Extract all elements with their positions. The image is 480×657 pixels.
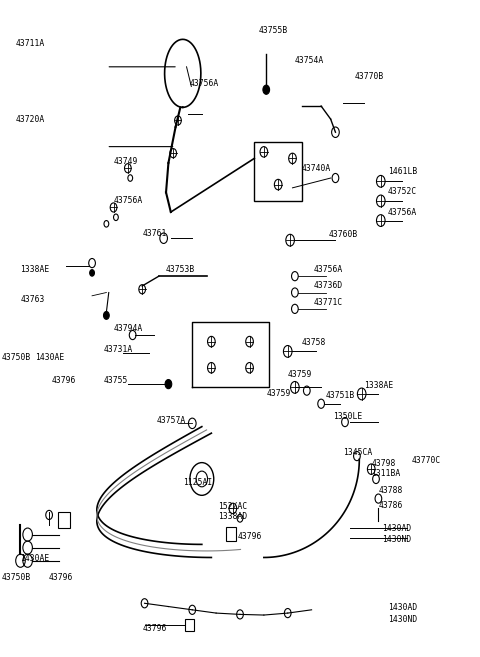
Text: 43759: 43759 xyxy=(288,370,312,379)
Text: 1430AE: 1430AE xyxy=(21,555,50,563)
Text: 43796: 43796 xyxy=(51,376,76,386)
Circle shape xyxy=(165,380,172,389)
Text: 43752C: 43752C xyxy=(388,187,417,196)
Text: 43740A: 43740A xyxy=(302,164,331,173)
Text: 1430ND: 1430ND xyxy=(388,615,417,624)
Text: 43794A: 43794A xyxy=(114,324,143,333)
Text: 1430ND: 1430ND xyxy=(382,535,411,543)
Text: 43711A: 43711A xyxy=(16,39,45,49)
Text: 43736D: 43736D xyxy=(314,281,343,290)
Text: 43720A: 43720A xyxy=(16,115,45,124)
Text: 43760B: 43760B xyxy=(328,231,358,239)
Text: 1430AD: 1430AD xyxy=(388,603,417,612)
Text: 43786: 43786 xyxy=(378,501,403,510)
Text: 43770B: 43770B xyxy=(355,72,384,81)
Text: 43731A: 43731A xyxy=(104,345,133,354)
Text: 1311BA: 1311BA xyxy=(371,469,400,478)
Text: 43757A: 43757A xyxy=(156,416,186,424)
Text: 43770C: 43770C xyxy=(412,456,441,465)
Text: 1350LE: 1350LE xyxy=(333,413,362,421)
Text: 43796: 43796 xyxy=(238,532,262,541)
Text: 43761: 43761 xyxy=(142,229,167,238)
Text: 43756A: 43756A xyxy=(190,79,219,87)
Text: 43749: 43749 xyxy=(114,157,138,166)
Text: 1345CA: 1345CA xyxy=(343,448,372,457)
Text: 1338AE: 1338AE xyxy=(21,265,50,274)
Text: 1125AI: 1125AI xyxy=(183,478,212,487)
Bar xyxy=(185,619,194,631)
Text: 43788: 43788 xyxy=(378,486,403,495)
Text: 43759: 43759 xyxy=(266,390,290,398)
Circle shape xyxy=(90,269,95,276)
Text: 43756A: 43756A xyxy=(314,265,343,274)
Text: 43753B: 43753B xyxy=(166,265,195,274)
Text: 43798: 43798 xyxy=(371,459,396,468)
Text: 43750B: 43750B xyxy=(1,353,31,363)
Bar xyxy=(254,142,302,201)
Circle shape xyxy=(104,311,109,319)
Bar xyxy=(58,512,70,528)
Text: 1461LB: 1461LB xyxy=(388,167,417,176)
Text: 1430AD: 1430AD xyxy=(382,524,411,533)
Text: 43763: 43763 xyxy=(21,294,45,304)
Text: 43756A: 43756A xyxy=(388,208,417,217)
Bar xyxy=(226,527,236,541)
Circle shape xyxy=(263,85,270,95)
Text: 1338AE: 1338AE xyxy=(364,381,393,390)
Text: 43758: 43758 xyxy=(302,338,326,348)
Text: 43751B: 43751B xyxy=(326,391,355,399)
Text: 43796: 43796 xyxy=(49,573,73,581)
Text: 43755: 43755 xyxy=(104,376,128,386)
Text: 1338AD: 1338AD xyxy=(218,512,248,521)
Text: 43755B: 43755B xyxy=(259,26,288,35)
Text: 43754A: 43754A xyxy=(295,56,324,65)
Text: 43756A: 43756A xyxy=(114,196,143,206)
Text: 152/AC: 152/AC xyxy=(218,502,248,511)
Text: 43750B: 43750B xyxy=(1,573,31,581)
Text: 43796: 43796 xyxy=(142,623,167,633)
Text: 43771C: 43771C xyxy=(314,298,343,307)
Text: 1430AE: 1430AE xyxy=(35,353,64,363)
